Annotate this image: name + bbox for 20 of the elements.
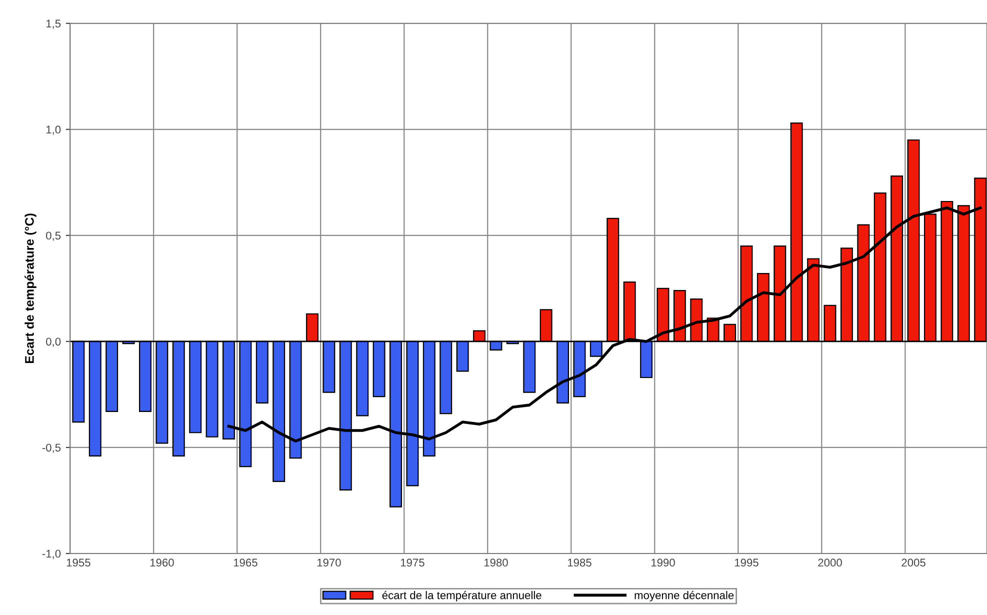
y-tick-label: 1,5 <box>46 20 61 29</box>
y-axis-title: Ecart de température (°C) <box>24 214 36 364</box>
x-tick-label: 1985 <box>568 558 592 567</box>
x-tick-label: 2000 <box>818 558 842 567</box>
y-tick-label: 0,5 <box>46 232 61 241</box>
y-tick-label: 0,0 <box>46 338 61 347</box>
y-tick-label: -0,5 <box>42 444 61 453</box>
y-tick-label: 1,0 <box>46 126 61 135</box>
legend-label: moyenne décennale <box>634 590 734 602</box>
x-tick-label: 1960 <box>150 558 174 567</box>
x-tick-label: 1955 <box>66 558 90 567</box>
x-tick-label: 1975 <box>400 558 424 567</box>
x-tick-label: 1965 <box>234 558 258 567</box>
x-tick-label: 1970 <box>317 558 341 567</box>
x-tick-label: 2005 <box>902 558 926 567</box>
legend-label: écart de la température annuelle <box>382 590 542 602</box>
y-tick-label: -1,0 <box>42 550 61 559</box>
x-tick-label: 1995 <box>734 558 758 567</box>
x-tick-label: 1980 <box>484 558 508 567</box>
x-tick-label: 1990 <box>651 558 675 567</box>
